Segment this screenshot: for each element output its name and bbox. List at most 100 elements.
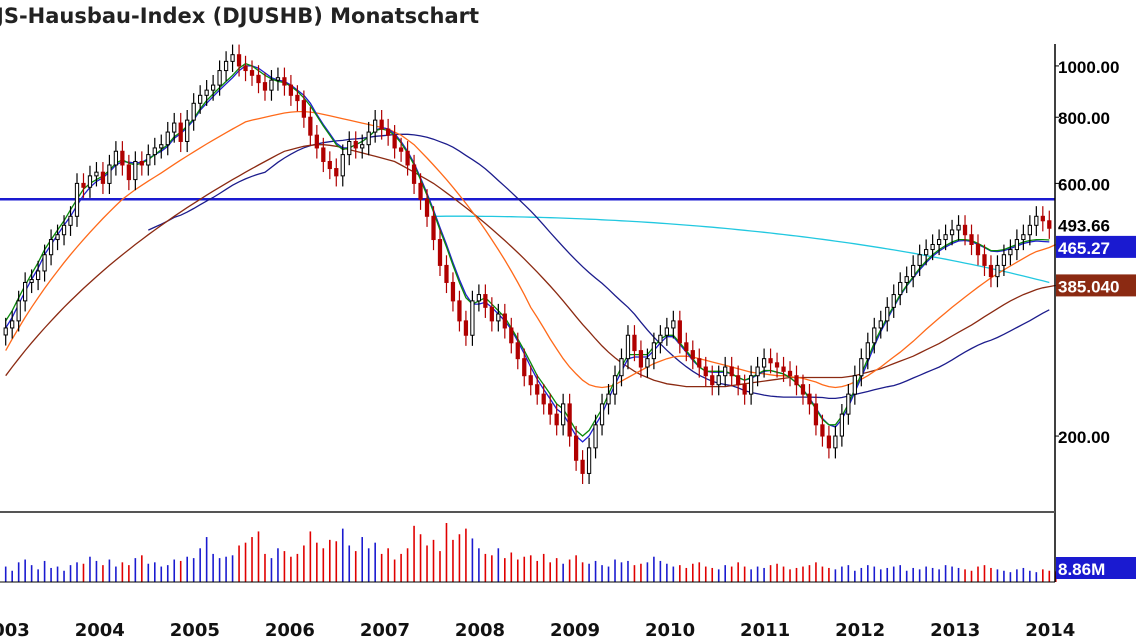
candle-body bbox=[269, 79, 274, 91]
price-label-box bbox=[1056, 213, 1136, 236]
candle-body bbox=[736, 375, 741, 386]
candle-body bbox=[509, 327, 514, 344]
candle-body bbox=[411, 164, 417, 184]
ma-brown-line bbox=[5, 144, 1056, 388]
candle-body bbox=[483, 294, 488, 308]
candle-body bbox=[457, 300, 462, 322]
candle-body bbox=[55, 234, 60, 241]
candle-body bbox=[431, 215, 436, 241]
candle-body bbox=[87, 175, 93, 188]
candle-body bbox=[982, 254, 987, 266]
x-tick-label: 2009 bbox=[550, 620, 600, 639]
candle-body bbox=[178, 122, 183, 142]
x-tick-label: 2012 bbox=[835, 620, 885, 639]
candle-body bbox=[107, 164, 112, 184]
candle-body bbox=[327, 160, 332, 170]
x-tick-label: 2005 bbox=[170, 620, 220, 639]
candle-body bbox=[334, 168, 339, 177]
candle-body bbox=[230, 54, 235, 62]
candle-body bbox=[1040, 215, 1045, 222]
candle-body bbox=[658, 334, 663, 344]
candle-body bbox=[386, 128, 391, 136]
candle-body bbox=[528, 375, 533, 386]
x-tick-label: 2007 bbox=[360, 620, 410, 639]
candle-body bbox=[360, 144, 365, 149]
candle-body bbox=[68, 215, 73, 226]
candle-body bbox=[781, 366, 786, 372]
candle-body bbox=[146, 154, 151, 166]
candle-body bbox=[677, 320, 682, 344]
candle-body bbox=[755, 366, 760, 377]
candle-body bbox=[586, 447, 592, 474]
candle-body bbox=[548, 403, 553, 415]
candle-body bbox=[1008, 249, 1013, 256]
candle-body bbox=[347, 140, 352, 156]
volume-label: 8.86M bbox=[1058, 560, 1105, 579]
candle-body bbox=[444, 264, 449, 283]
candle-body bbox=[917, 254, 922, 266]
candle-body bbox=[198, 94, 203, 104]
candle-body bbox=[1034, 215, 1039, 226]
candle-body bbox=[956, 224, 961, 231]
candle-body bbox=[878, 320, 883, 329]
candle-body bbox=[295, 94, 300, 102]
candle-body bbox=[502, 313, 507, 329]
candle-body bbox=[301, 100, 307, 118]
candle-body bbox=[94, 171, 99, 177]
candle-body bbox=[826, 435, 832, 449]
candle-body bbox=[554, 413, 559, 426]
x-tick-label: 2014 bbox=[1025, 620, 1075, 639]
candle-body bbox=[820, 424, 825, 437]
x-tick-label: 2011 bbox=[740, 620, 790, 639]
candle-body bbox=[1027, 224, 1032, 236]
candle-body bbox=[353, 140, 358, 149]
candle-body bbox=[366, 131, 371, 146]
candle-body bbox=[988, 264, 994, 278]
candle-body bbox=[42, 254, 47, 272]
candle-body bbox=[839, 413, 845, 437]
candle-body bbox=[535, 384, 540, 395]
x-tick-label: 2003 bbox=[0, 620, 30, 639]
candle-body bbox=[1047, 220, 1052, 229]
candle-body bbox=[152, 147, 157, 156]
candle-body bbox=[3, 327, 8, 336]
candle-body bbox=[282, 77, 287, 86]
candle-body bbox=[768, 358, 773, 364]
price-label-box bbox=[1056, 274, 1136, 297]
candle-body bbox=[599, 403, 605, 426]
candle-body bbox=[729, 366, 734, 377]
candle-body bbox=[262, 82, 268, 91]
candle-body bbox=[573, 435, 579, 461]
candle-body bbox=[48, 239, 54, 256]
candle-body bbox=[580, 459, 585, 474]
candle-body bbox=[256, 74, 261, 84]
candle-body bbox=[625, 334, 631, 360]
candle-body bbox=[962, 224, 968, 236]
candle-body bbox=[930, 243, 935, 251]
candle-body bbox=[10, 320, 15, 329]
candle-body bbox=[710, 375, 715, 386]
candle-body bbox=[74, 182, 80, 217]
candle-body bbox=[632, 334, 637, 352]
candle-body bbox=[463, 320, 469, 336]
candle-body bbox=[1014, 239, 1020, 251]
candle-body bbox=[716, 375, 721, 386]
y-tick-label: 200.00 bbox=[1058, 428, 1110, 447]
candle-body bbox=[995, 264, 1000, 278]
candle-body bbox=[489, 306, 494, 322]
y-tick-label: 1000.00 bbox=[1058, 58, 1119, 77]
candle-body bbox=[191, 102, 196, 121]
candle-body bbox=[470, 300, 475, 336]
candle-body bbox=[671, 320, 676, 329]
candle-body bbox=[943, 234, 948, 241]
candle-body bbox=[872, 327, 877, 344]
x-tick-label: 2010 bbox=[645, 620, 695, 639]
candle-body bbox=[606, 393, 611, 405]
candle-body bbox=[885, 306, 890, 322]
candle-body bbox=[1021, 234, 1026, 241]
candle-body bbox=[612, 375, 618, 395]
candle-body bbox=[761, 358, 767, 368]
candle-body bbox=[787, 370, 793, 377]
candle-body bbox=[975, 243, 981, 256]
candle-body bbox=[243, 65, 248, 72]
